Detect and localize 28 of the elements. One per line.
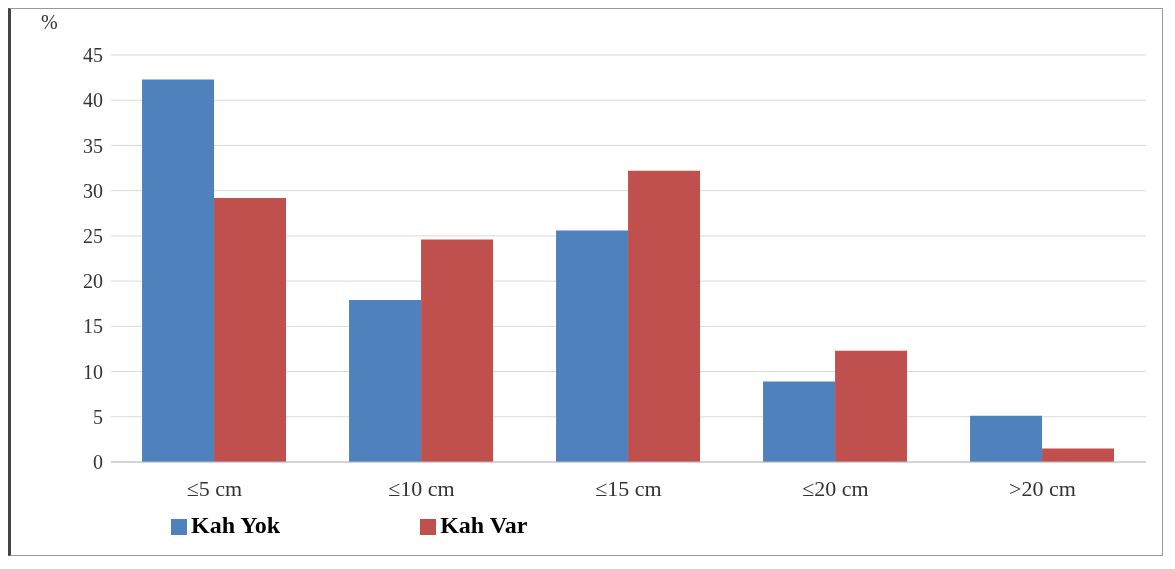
y-tick-label: 0 <box>93 451 103 474</box>
y-axis-title: % <box>41 11 58 34</box>
y-tick-label: 20 <box>83 270 103 293</box>
x-tick-label: ≤5 cm <box>186 475 243 501</box>
y-tick-label: 40 <box>83 89 103 112</box>
y-tick-label: 5 <box>93 405 103 428</box>
bar <box>556 230 629 462</box>
x-tick-label: ≤15 cm <box>595 475 662 501</box>
x-tick-label: >20 cm <box>1009 475 1076 501</box>
bar <box>835 350 908 462</box>
bar <box>628 170 701 462</box>
x-tick-label: ≤20 cm <box>802 475 869 501</box>
bar <box>142 79 215 462</box>
bar <box>421 239 494 462</box>
legend-label: Kah Var <box>440 512 528 538</box>
y-tick-label: 35 <box>83 134 103 157</box>
bar <box>1042 448 1115 462</box>
y-tick-label: 25 <box>83 224 103 247</box>
bar <box>763 381 836 462</box>
bar <box>349 300 422 462</box>
y-tick-label: 45 <box>83 44 103 67</box>
bar <box>214 197 287 462</box>
y-tick-label: 10 <box>83 360 103 383</box>
y-tick-label: 30 <box>83 179 103 202</box>
x-tick-label: ≤10 cm <box>388 475 455 501</box>
legend-label: Kah Yok <box>191 512 281 538</box>
y-tick-label: 15 <box>83 315 103 338</box>
bar <box>970 415 1043 462</box>
